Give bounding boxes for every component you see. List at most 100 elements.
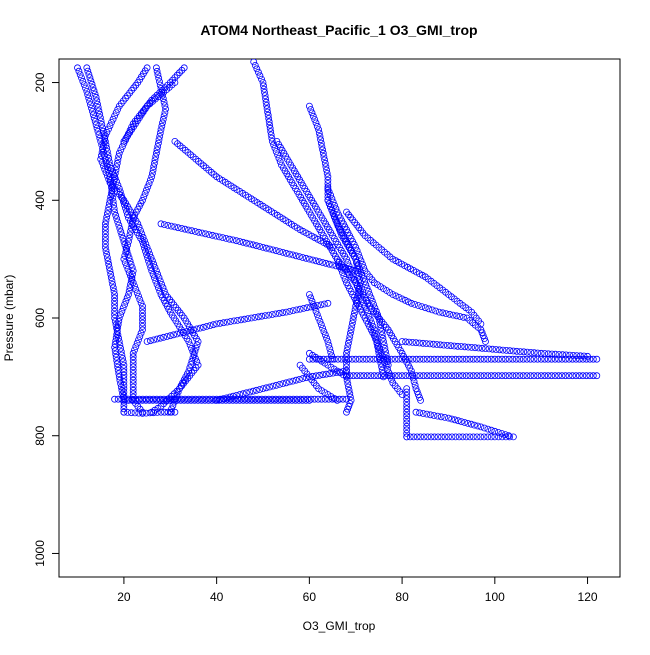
data-point [358,271,366,279]
data-point [96,134,104,142]
data-point [127,260,135,268]
data-point [136,296,144,303]
data-point [469,372,477,380]
data-point [349,372,357,380]
data-point [225,396,233,404]
data-point [164,408,172,416]
data-point [317,301,325,309]
plot-frame [58,58,621,578]
data-point [259,243,267,251]
data-point [473,372,481,380]
data-point [150,159,158,167]
data-point [324,173,332,181]
data-point [253,65,261,73]
data-point [279,248,287,256]
data-point [263,105,271,113]
data-point [111,291,118,298]
data-point [275,309,283,317]
y-tick-label: 400 [33,190,47,210]
data-point [181,225,189,233]
data-point [593,372,601,380]
data-point [152,396,160,404]
data-point [112,321,120,329]
data-point [346,393,354,401]
data-point [153,67,161,75]
data-point [478,329,486,337]
data-point [176,69,183,77]
data-point [573,352,581,360]
data-point [144,183,152,191]
data-point [260,85,268,93]
data-point [103,250,111,258]
data-point [309,256,317,264]
data-point [109,180,117,187]
data-point [132,396,139,404]
data-point [337,228,345,236]
data-point [102,169,110,176]
data-point [329,369,337,377]
data-point [315,314,323,322]
data-point [509,372,517,380]
data-point [97,155,105,163]
data-point [108,119,115,126]
data-point [548,350,556,358]
data-point [589,372,597,380]
data-point [512,355,520,363]
data-point [129,349,137,357]
data-point [326,370,334,378]
data-point [322,370,330,378]
data-point [572,372,580,380]
data-point [403,408,411,416]
data-point [139,309,146,317]
data-point [544,350,552,358]
data-point [102,243,109,251]
data-point [123,294,131,302]
data-point [350,309,358,317]
data-point [315,126,323,134]
data-point [328,206,336,214]
data-point [479,332,487,340]
data-point [324,180,332,187]
data-point [344,339,352,347]
data-point [151,156,159,164]
data-point [370,355,378,363]
data-point [161,408,168,416]
data-point [120,375,128,382]
data-point [345,336,353,344]
data-point [85,71,93,78]
data-point [454,342,462,350]
data-point [110,287,118,295]
data-point [123,262,130,270]
data-point [467,420,475,428]
data-point [112,211,120,219]
data-point [133,339,141,347]
data-point [363,372,371,380]
data-point [111,294,118,302]
data-point [410,433,418,441]
data-point [143,338,151,345]
data-point [348,322,356,330]
data-point [347,396,355,404]
data-point [404,298,412,306]
data-point [212,232,220,240]
data-point [260,82,267,90]
data-point [289,251,297,259]
data-point [261,89,268,96]
data-point [230,317,238,325]
data-point [171,408,179,416]
data-point [445,433,452,441]
data-point [329,355,336,363]
data-point [370,326,378,334]
data-point [544,355,552,363]
data-point [150,409,158,417]
data-point [527,372,534,380]
data-point [321,331,329,339]
data-point [264,111,272,119]
data-point [333,219,341,227]
data-point [459,433,467,441]
data-point [439,309,447,317]
data-point [403,422,411,430]
data-point [281,396,289,404]
data-point [576,372,583,380]
data-point [154,270,162,278]
